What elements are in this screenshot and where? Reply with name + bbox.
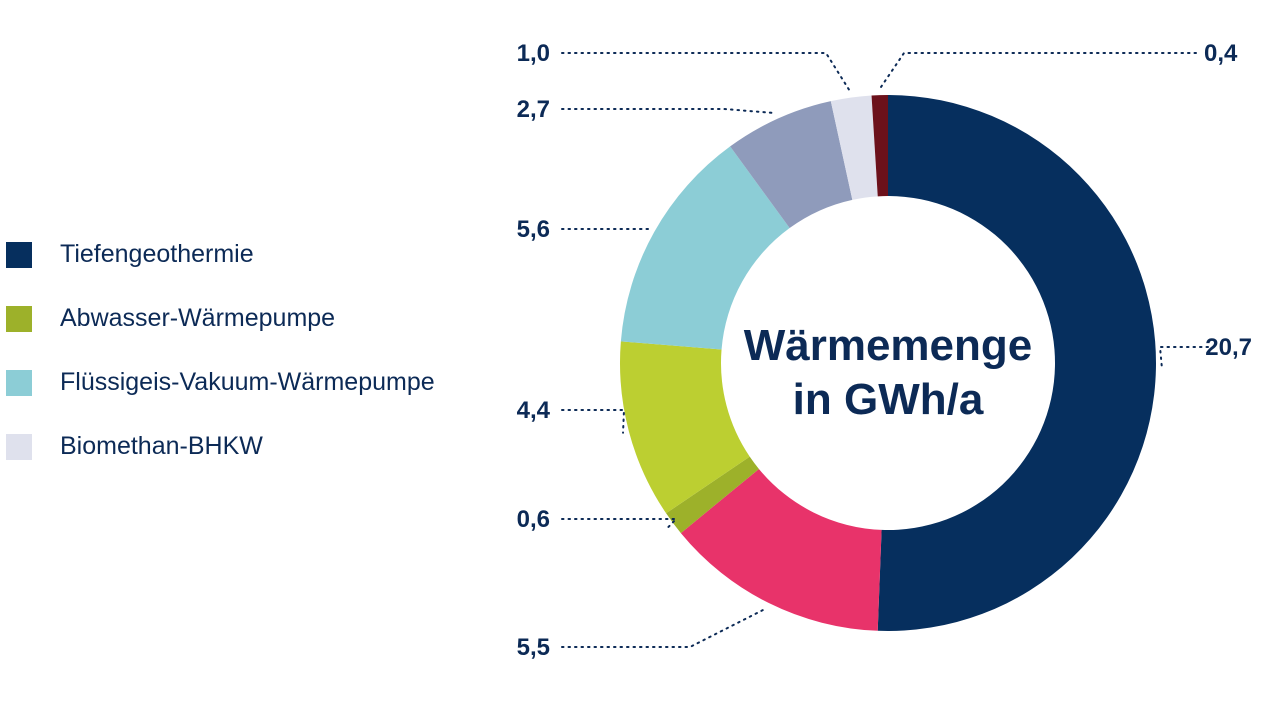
chart-title-line-2: in GWh/a bbox=[793, 375, 984, 424]
legend-label: Tiefengeothermie bbox=[60, 240, 254, 268]
leader-line bbox=[561, 108, 777, 115]
leader-lines bbox=[561, 52, 1209, 648]
leader-line bbox=[561, 52, 852, 93]
data-label: 4,4 bbox=[517, 397, 551, 424]
legend-label: Flüssigeis-Vakuum-Wärmepumpe bbox=[60, 368, 435, 396]
data-label: 2,7 bbox=[517, 96, 550, 123]
donut-slice bbox=[877, 95, 1156, 631]
leader-line bbox=[561, 607, 768, 648]
legend-label: Abwasser-Wärmepumpe bbox=[60, 304, 336, 332]
leader-line bbox=[561, 409, 626, 434]
data-label: 5,5 bbox=[517, 634, 550, 661]
legend-swatch bbox=[6, 369, 32, 396]
leader-line bbox=[1158, 346, 1209, 370]
data-label: 5,6 bbox=[517, 216, 550, 243]
data-label: 0,6 bbox=[517, 506, 550, 533]
legend-swatch bbox=[6, 305, 32, 332]
donut-slice bbox=[830, 95, 878, 200]
data-label: 20,7 bbox=[1205, 334, 1252, 361]
legend-swatch bbox=[6, 241, 32, 268]
donut-slice bbox=[620, 146, 790, 350]
legend-item-biomethan-bhkw: Biomethan-BHKW bbox=[6, 432, 263, 461]
value-labels: 20,7 5,5 0,6 4,4 5,6 2,7 1,0 0,4 bbox=[517, 40, 1252, 661]
donut-slices bbox=[620, 95, 1156, 631]
legend-item-tiefengeothermie: Tiefengeothermie bbox=[6, 240, 254, 269]
donut-slice bbox=[620, 341, 750, 514]
data-label: 1,0 bbox=[517, 40, 550, 67]
donut-slice bbox=[730, 101, 853, 229]
donut-slice bbox=[666, 456, 759, 534]
legend-label: Biomethan-BHKW bbox=[60, 432, 263, 460]
data-label: 0,4 bbox=[1204, 40, 1238, 67]
legend-swatch bbox=[6, 433, 32, 460]
leader-line bbox=[878, 52, 1197, 91]
legend-item-fluessigeis-vakuum-waermepumpe: Flüssigeis-Vakuum-Wärmepumpe bbox=[6, 368, 435, 397]
legend-item-abwasser-waermepumpe: Abwasser-Wärmepumpe bbox=[6, 304, 335, 333]
donut-slice bbox=[871, 95, 888, 197]
chart-title-line-1: Wärmemenge bbox=[744, 321, 1033, 370]
leader-line bbox=[561, 518, 679, 528]
donut-slice bbox=[680, 468, 882, 631]
